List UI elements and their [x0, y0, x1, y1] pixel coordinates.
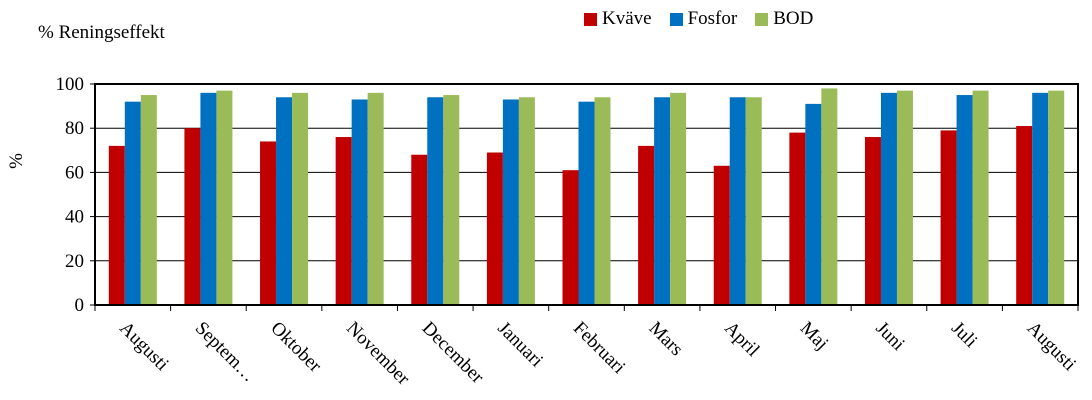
legend: Kväve Fosfor BOD	[584, 8, 813, 30]
bar-bod	[972, 90, 989, 305]
x-axis-ticks: Augusti Septem… Oktober November December Jan…	[94, 305, 1080, 390]
bar-bod	[745, 97, 762, 305]
legend-item-fosfor: Fosfor	[669, 8, 738, 30]
legend-label-kvave: Kväve	[602, 8, 652, 29]
y-tick-label: 100	[56, 74, 85, 95]
bar-fosfor	[124, 101, 141, 306]
bar-kvve	[335, 137, 352, 305]
y-axis-ticks: 0 20 40 60 80 100	[56, 74, 95, 316]
bar-bod	[670, 92, 687, 305]
bar-kvve	[789, 132, 806, 305]
x-tick-label: Septem…	[191, 318, 260, 387]
x-tick-label: Juli	[947, 318, 981, 352]
plot-frame	[94, 83, 1079, 306]
x-tick-label: April	[720, 318, 763, 361]
bar-fosfor	[200, 92, 217, 305]
x-tick-label: Maj	[796, 318, 832, 354]
bar-bod	[594, 97, 611, 305]
bar-fosfor	[276, 97, 293, 305]
bar-bod	[1048, 90, 1065, 305]
bar-kvve	[260, 141, 277, 305]
bar-kvve	[184, 128, 201, 305]
bar-kvve	[486, 152, 503, 305]
bar-kvve	[864, 137, 881, 305]
x-tick-label: Februari	[569, 318, 629, 378]
bar-kvve	[108, 145, 125, 305]
legend-item-kvave: Kväve	[584, 8, 652, 30]
x-tick-label: November	[342, 318, 414, 390]
bar-kvve	[940, 130, 957, 305]
bar-kvve	[713, 165, 730, 305]
bars	[108, 88, 1065, 306]
bar-bod	[367, 92, 384, 305]
x-tick-label: Oktober	[267, 318, 326, 377]
bar-bod	[292, 92, 309, 305]
bar-kvve	[411, 154, 428, 305]
bar-bod	[518, 97, 535, 305]
bar-bod	[140, 95, 157, 305]
bar-fosfor	[880, 92, 897, 305]
bar-fosfor	[578, 101, 595, 306]
bar-fosfor	[351, 99, 368, 305]
x-tick-label: Januari	[493, 318, 547, 372]
legend-swatch-bod	[755, 12, 769, 26]
x-tick-label: Augusti	[115, 318, 172, 375]
y-tick-label: 40	[65, 207, 84, 228]
bar-bod	[443, 95, 460, 305]
x-tick-label: Mars	[645, 318, 687, 360]
bar-fosfor	[956, 95, 973, 305]
legend-swatch-kvave	[584, 12, 597, 26]
legend-label-bod: BOD	[773, 8, 814, 29]
chart-title: % Reningseffekt	[38, 22, 165, 43]
y-tick-label: 0	[75, 295, 85, 316]
bar-fosfor	[729, 97, 746, 305]
legend-label-fosfor: Fosfor	[687, 8, 738, 29]
bar-fosfor	[805, 103, 822, 305]
x-tick-label: December	[418, 318, 489, 389]
bar-fosfor	[427, 97, 444, 305]
bar-kvve	[1016, 125, 1033, 306]
y-tick-label: 60	[65, 162, 84, 183]
x-tick-label: Augusti	[1023, 318, 1080, 375]
bar-fosfor	[502, 99, 519, 305]
bar-fosfor	[1032, 92, 1049, 305]
legend-item-bod: BOD	[755, 8, 813, 30]
bar-kvve	[638, 145, 655, 305]
bar-bod	[896, 90, 913, 305]
y-tick-label: 80	[65, 118, 84, 139]
bar-fosfor	[654, 97, 671, 305]
bar-bod	[821, 88, 838, 305]
bar-bod	[216, 90, 233, 305]
x-tick-label: Juni	[871, 318, 908, 355]
bar-kvve	[562, 170, 579, 305]
legend-swatch-fosfor	[669, 12, 683, 26]
y-tick-label: 20	[65, 251, 84, 272]
